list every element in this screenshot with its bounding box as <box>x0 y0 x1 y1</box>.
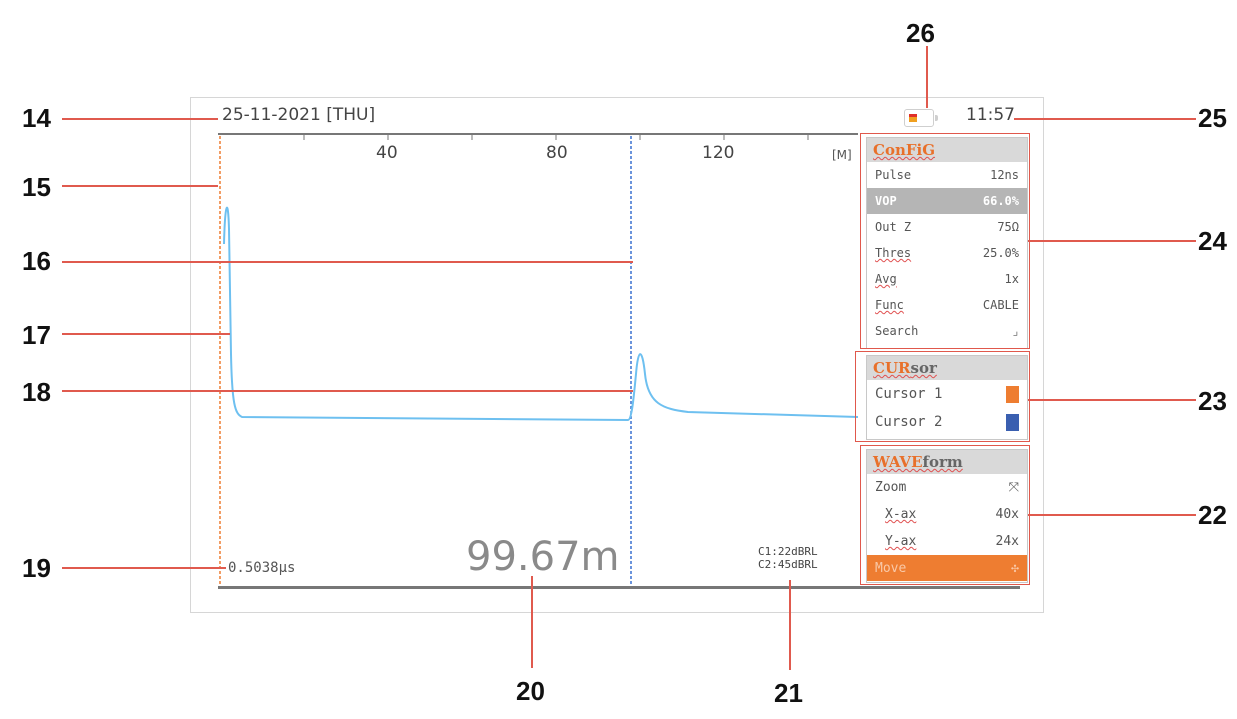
callout-14: 14 <box>22 103 51 133</box>
callout-line-25 <box>1014 118 1196 120</box>
config-panel-title: ConFiG <box>867 138 1027 162</box>
callout-line-14 <box>62 118 218 120</box>
config-row-thres[interactable]: Thres 25.0% <box>875 246 1019 260</box>
callout-19: 19 <box>22 553 51 583</box>
zoom-row[interactable]: Zoom ⤧ <box>875 480 1019 495</box>
bottom-axis <box>218 586 1020 589</box>
callout-line-16 <box>62 261 633 263</box>
c2-return-loss: C2:45dBRL <box>758 558 818 571</box>
waveform-trace <box>223 206 858 422</box>
waveform-panel-title: WAVEform <box>867 450 1027 474</box>
tick-label: 40 <box>376 143 398 163</box>
cursor-2-row[interactable]: Cursor 2 <box>867 408 1027 436</box>
callout-22: 22 <box>1198 500 1227 530</box>
callout-line-20 <box>531 576 533 668</box>
x-axis-zoom-row[interactable]: X-ax 40x <box>885 507 1019 522</box>
config-row-avg[interactable]: Avg 1x <box>875 272 1019 286</box>
distance-readout: 99.67m <box>466 534 620 580</box>
callout-line-22 <box>1028 514 1196 516</box>
callout-line-21 <box>789 580 791 670</box>
callout-23: 23 <box>1198 386 1227 416</box>
callout-26: 26 <box>906 18 935 48</box>
callout-16: 16 <box>22 246 51 276</box>
callout-24: 24 <box>1198 226 1227 256</box>
date-display: 25-11-2021 [THU] <box>222 105 376 125</box>
config-row-pulse[interactable]: Pulse 12ns <box>875 168 1019 182</box>
clock-display: 11:57 <box>966 105 1015 125</box>
callout-line-26 <box>926 46 928 108</box>
callout-line-18 <box>62 390 633 392</box>
callout-17: 17 <box>22 320 51 350</box>
c1-return-loss: C1:22dBRL <box>758 545 818 558</box>
callout-line-24 <box>1028 240 1196 242</box>
cursor-highlight-box <box>855 351 1030 442</box>
cursor-panel: CURsor Cursor 1 Cursor 2 <box>866 355 1028 440</box>
config-row-out-z[interactable]: Out Z 75Ω <box>875 220 1019 234</box>
y-axis-zoom-row[interactable]: Y-ax 24x <box>885 534 1019 549</box>
return-loss-readout: C1:22dBRL C2:45dBRL <box>758 545 818 571</box>
config-highlight-box <box>860 133 1030 349</box>
callout-15: 15 <box>22 172 51 202</box>
cursor-1-row[interactable]: Cursor 1 <box>867 380 1027 408</box>
callout-21: 21 <box>774 678 803 708</box>
move-icon: ✣ <box>1011 560 1019 576</box>
config-row-vop[interactable]: VOP 66.0% <box>867 188 1027 214</box>
top-axis <box>218 133 858 135</box>
axis-unit: [M] <box>832 148 852 162</box>
callout-25: 25 <box>1198 103 1227 133</box>
search-icon: ⌟ <box>1011 324 1019 338</box>
config-row-func[interactable]: Func CABLE <box>875 298 1019 312</box>
waveform-panel: WAVEform Zoom ⤧ X-ax 40x Y-ax 24x Move ✣ <box>866 449 1028 583</box>
waveform-plot[interactable] <box>218 134 858 588</box>
cursor-2-swatch <box>1006 413 1019 431</box>
config-row-search[interactable]: Search ⌟ <box>875 324 1019 338</box>
move-row[interactable]: Move ✣ <box>867 555 1027 581</box>
callout-18: 18 <box>22 377 51 407</box>
cursor-panel-title: CURsor <box>867 356 1027 380</box>
cursor-1-swatch <box>1006 385 1019 403</box>
callout-line-23 <box>1028 399 1196 401</box>
callout-line-15 <box>62 185 218 187</box>
battery-icon <box>904 109 938 127</box>
callout-line-17 <box>62 333 230 335</box>
callout-20: 20 <box>516 676 545 706</box>
waveform-highlight-box <box>860 445 1030 585</box>
time-readout: 0.5038μs <box>228 560 296 576</box>
zoom-icon: ⤧ <box>1008 480 1019 495</box>
tick-label: 120 <box>702 143 735 163</box>
tick-label: 80 <box>546 143 568 163</box>
callout-line-19 <box>62 567 226 569</box>
